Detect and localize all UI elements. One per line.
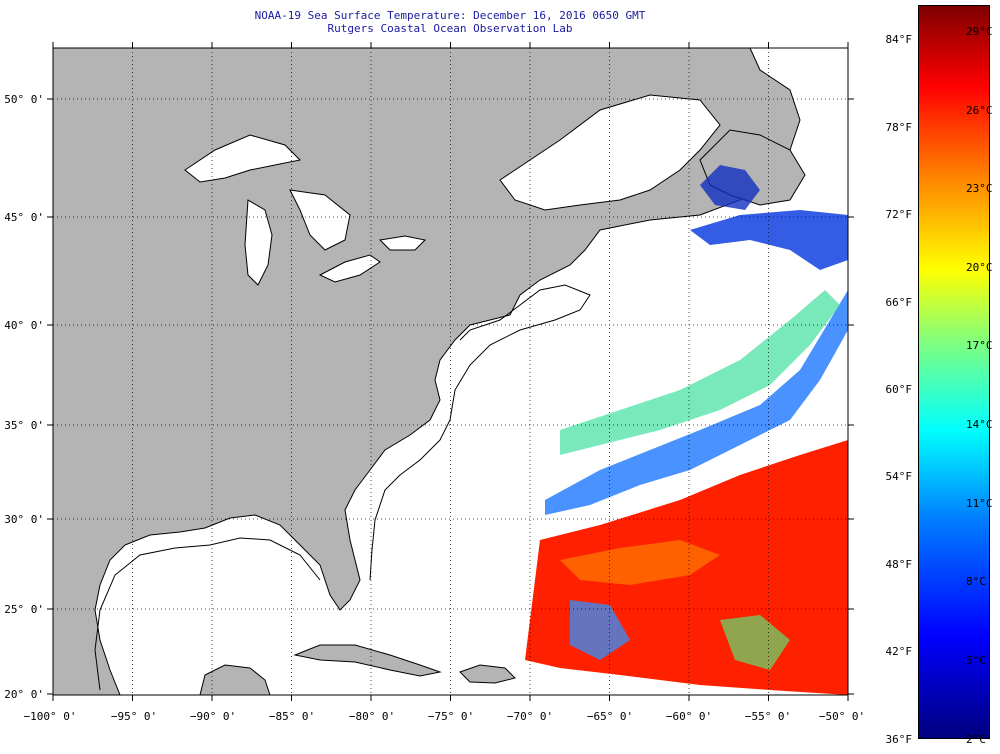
lon-label-55: −55° 0' [744, 710, 792, 723]
sst-swath-nf [700, 165, 760, 210]
gulf-shelf-contour [94, 537, 321, 691]
sst-swath-warm-patch [560, 540, 720, 585]
colorbar-f-72: 72°F [885, 208, 913, 221]
lon-label-70: −70° 0' [506, 710, 554, 723]
lat-label-25: 25° 0' [4, 603, 44, 616]
colorbar-f-84: 84°F [885, 33, 913, 46]
sst-swath-green-patch [720, 615, 790, 670]
lon-label-75: −75° 0' [427, 710, 475, 723]
colorbar-c-26: 26°C [966, 104, 993, 117]
lon-label-95: −95° 0' [110, 710, 158, 723]
colorbar-c-17: 17°C [966, 339, 993, 352]
lon-label-60: −60° 0' [665, 710, 713, 723]
lon-label-85: −85° 0' [268, 710, 316, 723]
lake-michigan [244, 199, 273, 286]
lat-label-50: 50° 0' [4, 93, 44, 106]
colorbar-c-8: 8°C [966, 575, 986, 588]
shelf-contour [369, 284, 591, 581]
lon-label-80: −80° 0' [348, 710, 396, 723]
colorbar-c-29: 29°C [966, 25, 993, 38]
sst-swath-cool [560, 290, 840, 455]
lon-label-65: −65° 0' [586, 710, 634, 723]
lake-ontario [378, 235, 427, 251]
chart-subtitle: Rutgers Coastal Ocean Observation Lab [327, 22, 573, 35]
graticule [53, 48, 848, 695]
lat-label-35: 35° 0' [4, 419, 44, 432]
axis-ticks [47, 42, 854, 701]
sst-cloud-gap [580, 425, 848, 520]
sst-swath-cold [545, 290, 848, 515]
colorbar-f-78: 78°F [885, 121, 913, 134]
chart-title: NOAA-19 Sea Surface Temperature: Decembe… [254, 9, 646, 22]
colorbar-f-60: 60°F [885, 383, 913, 396]
lat-label-45: 45° 0' [4, 211, 44, 224]
lon-label-90: −90° 0' [189, 710, 237, 723]
lake-huron [289, 189, 351, 251]
colorbar-c-11: 11°C [966, 497, 993, 510]
colorbar-f-66: 66°F [885, 296, 913, 309]
lat-label-40: 40° 0' [4, 319, 44, 332]
colorbar-c-2: 2°C [966, 733, 986, 746]
colorbar-f-48: 48°F [885, 558, 913, 571]
colorbar-f-42: 42°F [885, 645, 913, 658]
cuba-land [293, 644, 442, 677]
lat-label-20: 20° 0' [4, 688, 44, 701]
lon-label-50: −50° 0' [818, 710, 866, 723]
temperature-colorbar [918, 5, 990, 739]
hispaniola-land [459, 664, 516, 684]
north-america-land [52, 47, 801, 696]
sst-swath-cool-patch [570, 600, 630, 660]
colorbar-c-20: 20°C [966, 261, 993, 274]
lat-label-30: 30° 0' [4, 513, 44, 526]
colorbar-c-14: 14°C [966, 418, 993, 431]
colorbar-c-23: 23°C [966, 182, 993, 195]
lon-label-100: −100° 0' [23, 710, 77, 723]
lake-erie [318, 254, 381, 283]
colorbar-f-54: 54°F [885, 470, 913, 483]
colorbar-c-5: 5°C [966, 654, 986, 667]
colorbar-f-36: 36°F [885, 733, 913, 746]
